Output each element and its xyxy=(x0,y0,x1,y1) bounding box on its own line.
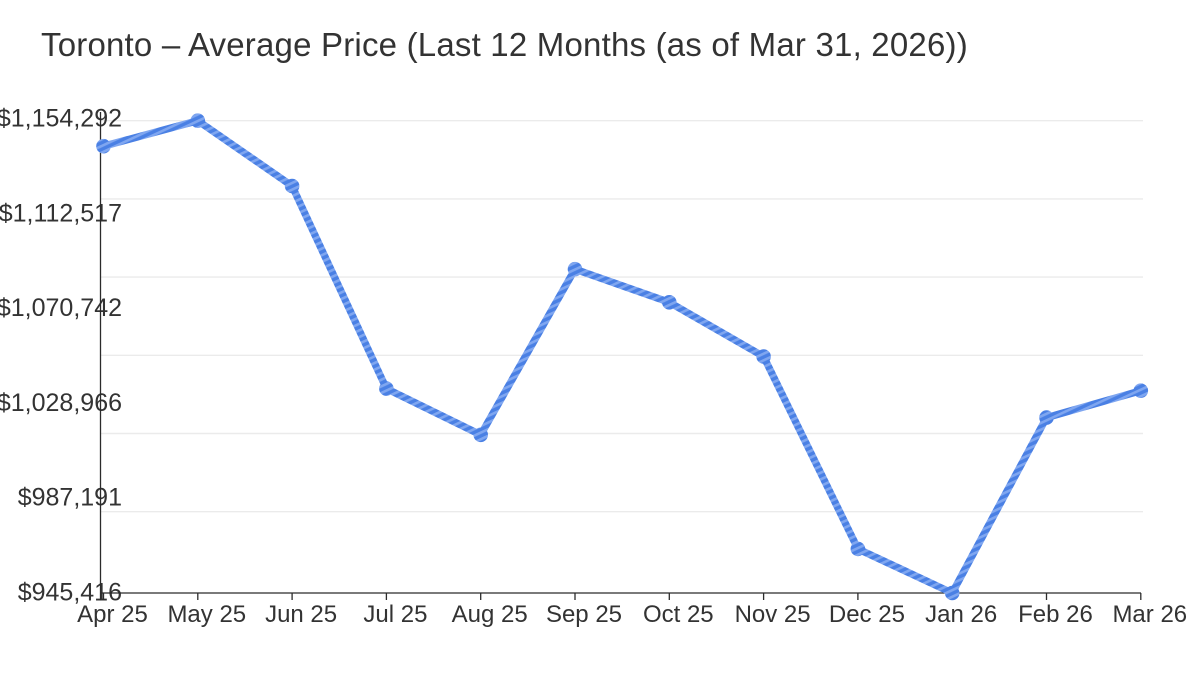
y-axis-tick-label: $987,191 xyxy=(18,484,122,512)
x-axis-tick-label: Jun 25 xyxy=(265,601,337,628)
x-axis-tick-label: Nov 25 xyxy=(735,601,811,628)
data-point-apr-25[interactable] xyxy=(96,138,111,154)
y-axis-tick-label: $1,070,742 xyxy=(0,294,122,322)
data-point-dec-25[interactable] xyxy=(850,541,866,557)
y-axis-tick-label: $1,028,966 xyxy=(0,389,122,417)
y-axis-tick-label: $1,154,292 xyxy=(0,105,122,133)
x-axis-tick-label: Mar 26 xyxy=(1112,601,1187,628)
data-point-nov-25[interactable] xyxy=(756,349,771,364)
data-point-oct-25[interactable] xyxy=(662,295,677,310)
x-axis-tick-label: May 25 xyxy=(167,601,246,628)
chart-title: Toronto – Average Price (Last 12 Months … xyxy=(41,26,968,63)
x-axis-tick-label: Jan 26 xyxy=(925,601,997,628)
data-point-jul-25[interactable] xyxy=(379,381,394,396)
x-axis-tick-label: Oct 25 xyxy=(643,601,714,628)
data-point-feb-26[interactable] xyxy=(1039,410,1054,425)
price-line xyxy=(99,117,1145,597)
y-axis-tick-label: $1,112,517 xyxy=(0,199,122,227)
data-point-aug-25[interactable] xyxy=(473,427,489,443)
x-axis-tick-label: Sep 25 xyxy=(546,601,622,628)
x-axis-tick-label: Dec 25 xyxy=(829,601,905,628)
data-point-jan-26[interactable] xyxy=(944,585,960,601)
x-axis-tick-label: Aug 25 xyxy=(452,601,528,628)
x-axis-tick-label: Apr 25 xyxy=(77,601,148,628)
data-point-may-25[interactable] xyxy=(190,113,206,128)
data-point-sep-25[interactable] xyxy=(567,261,583,277)
x-axis-tick-label: Jul 25 xyxy=(363,601,427,628)
data-point-jun-25[interactable] xyxy=(284,178,300,194)
x-axis-tick-label: Feb 26 xyxy=(1018,601,1093,628)
data-point-mar-26[interactable] xyxy=(1133,383,1149,399)
